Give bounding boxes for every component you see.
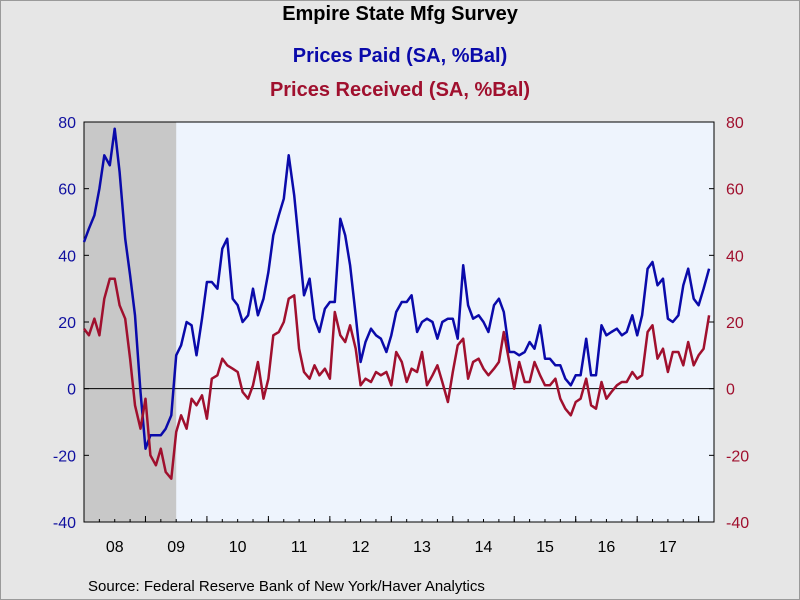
prices-received-line <box>82 277 711 480</box>
x-tick-label: 14 <box>475 539 493 556</box>
x-tick-label: 17 <box>659 539 677 556</box>
source-note: Source: Federal Reserve Bank of New York… <box>88 578 485 595</box>
x-tick-label: 13 <box>413 539 431 556</box>
y-tick-label-left: 20 <box>58 315 76 332</box>
y-tick-label-right: 80 <box>726 115 744 132</box>
x-tick-label: 16 <box>598 539 616 556</box>
x-tick-label: 12 <box>352 539 370 556</box>
chart-title: Empire State Mfg Survey <box>282 3 518 25</box>
y-tick-label-right: -40 <box>726 515 749 532</box>
y-tick-label-left: 40 <box>58 248 76 265</box>
y-tick-label-right: -20 <box>726 448 749 465</box>
y-tick-label-left: 60 <box>58 182 76 199</box>
x-tick-label: 10 <box>229 539 247 556</box>
x-tick-label: 08 <box>106 539 124 556</box>
y-tick-label-left: -20 <box>53 448 76 465</box>
prices-paid-line <box>82 127 711 450</box>
plot-area <box>84 122 714 522</box>
y-tick-label-left: 0 <box>67 382 76 399</box>
x-tick-label: 09 <box>167 539 185 556</box>
series1-title: Prices Paid (SA, %Bal) <box>292 45 508 67</box>
x-tick-label: 11 <box>291 539 308 556</box>
y-tick-label-left: -40 <box>53 515 76 532</box>
y-tick-label-right: 20 <box>726 315 744 332</box>
x-tick-label: 15 <box>536 539 554 556</box>
y-tick-label-left: 80 <box>58 115 76 132</box>
y-tick-label-right: 60 <box>726 182 744 199</box>
y-tick-label-right: 0 <box>726 382 735 399</box>
y-tick-label-right: 40 <box>726 248 744 265</box>
series2-title: Prices Received (SA, %Bal) <box>269 79 531 101</box>
